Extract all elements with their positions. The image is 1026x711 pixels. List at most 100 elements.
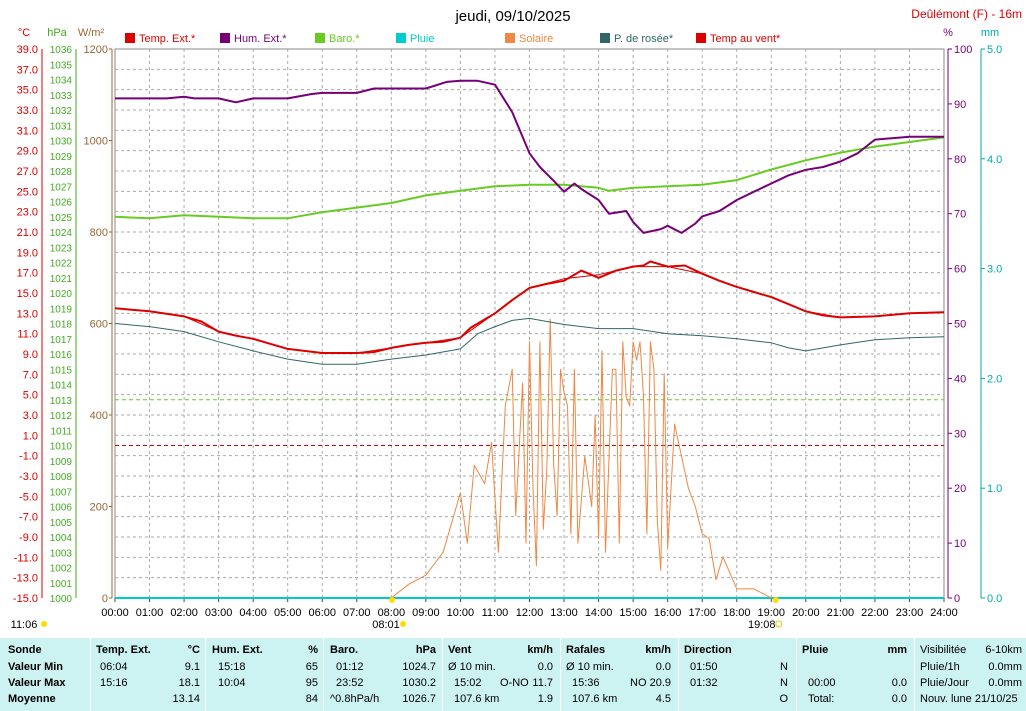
legend: Temp. Ext.* Hum. Ext.* Baro.* Pluie Solaire P…: [125, 33, 781, 45]
legend-swatch: [600, 33, 610, 43]
baro-tick-label: 1021: [50, 274, 73, 285]
row-label-min: Valeur Min: [8, 661, 64, 673]
rain-tick-label: 1.0: [987, 483, 1002, 495]
baro-tick-label: 1008: [50, 472, 73, 483]
stats-header-sonde: Sonde: [8, 644, 42, 656]
legend-label: Solaire: [519, 33, 553, 45]
row-label-max: Valeur Max: [8, 677, 66, 689]
baro-axis: 1000 1001 1002 1003 1004 1005 1006 1007 1008 1009…: [50, 45, 77, 605]
sunset-time: 19:08: [748, 619, 776, 631]
stats-panel: Sonde Valeur Min Valeur Max Moyenne Temp…: [0, 638, 1026, 711]
moon-phase: Nouv. lune 21/10/25: [920, 693, 1018, 705]
time-tick-label: 12:00: [516, 607, 544, 619]
legend-label: Hum. Ext.*: [234, 33, 287, 45]
solar-tick-label: 0: [102, 593, 108, 605]
baro-tick-label: 1028: [50, 167, 73, 178]
baro-tick-label: 1016: [50, 350, 73, 361]
hum-tick-label: 10: [954, 538, 966, 550]
hum-avg: 84: [305, 693, 318, 705]
pluie-total-label: Total:: [808, 693, 835, 705]
vent-avg: 1.9: [537, 693, 553, 705]
rafales-max-time: 15:36: [572, 677, 600, 689]
baro-tick-label: 1002: [50, 564, 73, 575]
legend-swatch: [125, 33, 135, 43]
hum-min: 65: [305, 661, 318, 673]
temp-tick-label: -15.0: [13, 593, 38, 605]
hum-tick-label: 70: [954, 209, 966, 221]
baro-tick-label: 1012: [50, 411, 73, 422]
stats-separator: [323, 638, 324, 711]
reference-lines: [115, 399, 944, 446]
temp-tick-label: 9.0: [23, 349, 38, 361]
stats-separator: [678, 638, 679, 711]
temp-tick-label: -5.0: [19, 491, 38, 503]
sun-markers: 08:01 19:08 11:06: [11, 597, 783, 631]
sunset-icon: [775, 620, 783, 628]
legend-label: Baro.*: [329, 33, 360, 45]
series-line-baro: [114, 136, 945, 220]
stats-separator: [796, 638, 797, 711]
baro-tick-label: 1024: [50, 228, 73, 239]
solar-axis: 0 200 400 600 800 1000 1200: [84, 44, 113, 605]
time-tick-label: 24:00: [930, 607, 958, 619]
temp-tick-label: -13.0: [13, 573, 38, 585]
legend-swatch: [396, 33, 406, 43]
temp-tick-label: -1.0: [19, 451, 38, 463]
time-tick-label: 07:00: [343, 607, 371, 619]
temp-tick-label: 25.0: [17, 186, 38, 198]
temp-min-time: 06:04: [100, 661, 128, 673]
baro-tick-label: 1007: [50, 487, 73, 498]
temp-tick-label: 19.0: [17, 247, 38, 259]
baro-max-time: 23:52: [336, 677, 364, 689]
rain-axis: 0.0 1.0 2.0 3.0 4.0 5.0: [980, 44, 1002, 605]
hum-tick-label: 30: [954, 428, 966, 440]
temp-tick-label: 29.0: [17, 146, 38, 158]
baro-tick-label: 1018: [50, 320, 73, 331]
stats-separator: [914, 638, 915, 711]
time-tick-label: 16:00: [654, 607, 682, 619]
hum-header: Hum. Ext.: [212, 644, 263, 656]
series-lines: [114, 79, 945, 599]
temp-tick-label: 39.0: [17, 44, 38, 56]
baro-tick-label: 1009: [50, 457, 73, 468]
rafales-avg: 4.5: [655, 693, 671, 705]
baro-tick-label: 1031: [50, 121, 73, 132]
pluie-header: Pluie: [802, 644, 829, 656]
series-line-humidity: [115, 79, 944, 234]
pluie-total: 0.0: [891, 693, 907, 705]
hum-max-time: 10:04: [218, 677, 246, 689]
rain-tick-label: 4.0: [987, 154, 1002, 166]
baro-tick-label: 1033: [50, 91, 73, 102]
visibility-value: 6-10km: [985, 644, 1022, 656]
vent-unit: km/h: [527, 644, 553, 656]
baro-min-time: 01:12: [336, 661, 364, 673]
plot-frame: [114, 48, 945, 599]
rafales-distance: 107.6 km: [572, 693, 618, 705]
temp-tick-label: 37.0: [17, 64, 38, 76]
temp-tick-label: -9.0: [19, 532, 38, 544]
solar-axis-unit: W/m²: [78, 27, 105, 39]
time-tick-label: 02:00: [170, 607, 198, 619]
rafales-unit: km/h: [645, 644, 671, 656]
rafales-max-dir: NO: [630, 677, 647, 689]
pluie-r2: 0.0: [891, 677, 907, 689]
temp-tick-label: -7.0: [19, 512, 38, 524]
baro-tick-label: 1027: [50, 182, 73, 193]
rain-tick-label: 0.0: [987, 593, 1002, 605]
temp-avg: 13.14: [172, 693, 200, 705]
direction-header: Direction: [684, 644, 732, 656]
baro-max: 1030.2: [402, 677, 436, 689]
direction-r3: O: [779, 693, 788, 705]
visibility-label: Visibilitée: [920, 644, 967, 656]
temp-header: Temp. Ext.: [96, 644, 151, 656]
sunset-marker: [772, 597, 779, 603]
rain-hour-value: 0.0mm: [988, 661, 1022, 673]
hum-tick-label: 50: [954, 319, 966, 331]
stats-separator: [442, 638, 443, 711]
rain-tick-label: 2.0: [987, 373, 1002, 385]
temp-tick-label: 35.0: [17, 85, 38, 97]
time-tick-label: 09:00: [412, 607, 440, 619]
baro-tick-label: 1000: [50, 594, 73, 605]
rafales-header: Rafales: [566, 644, 606, 656]
baro-tick-label: 1006: [50, 503, 73, 514]
